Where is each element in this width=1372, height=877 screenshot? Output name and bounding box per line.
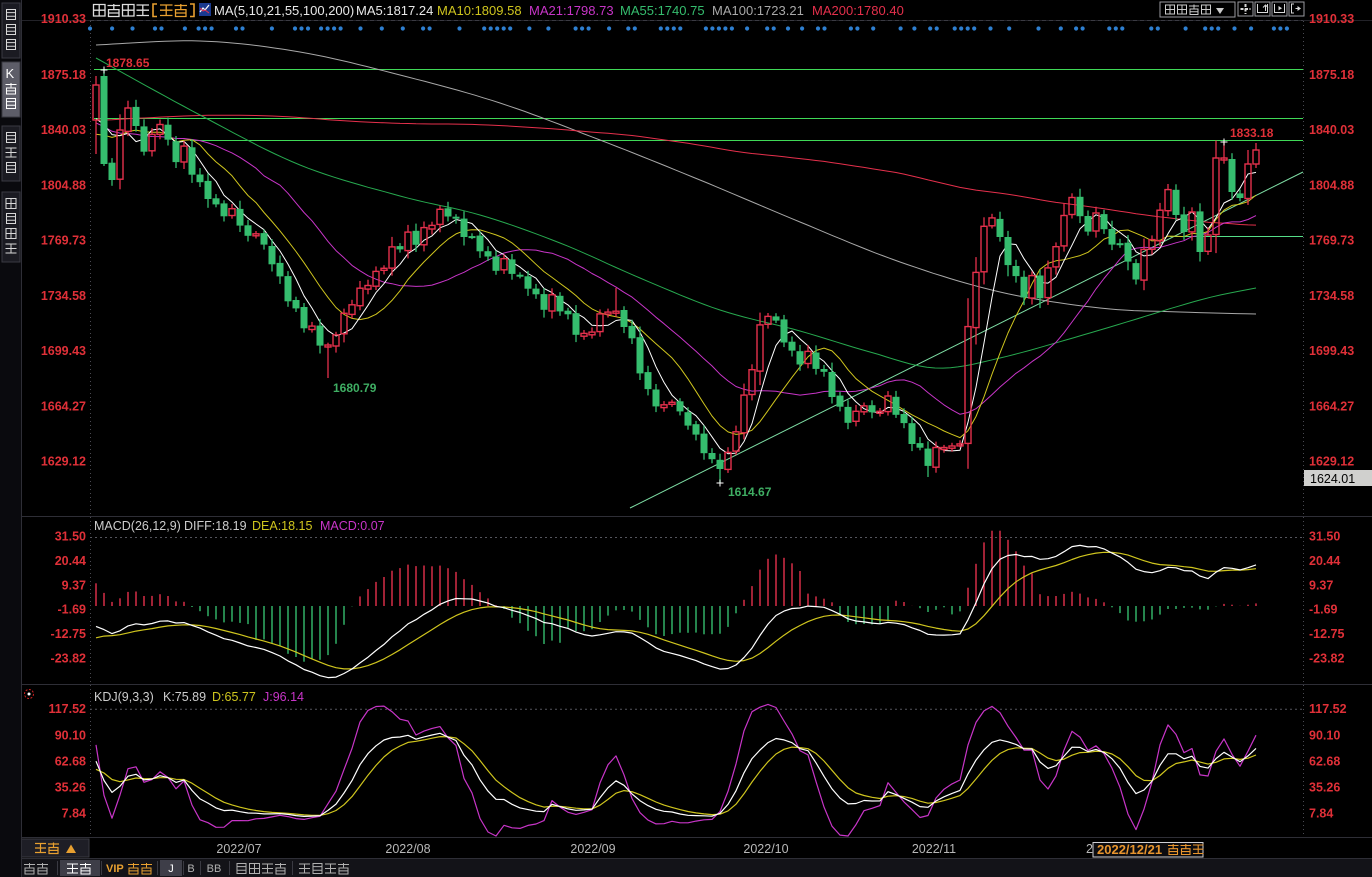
svg-text:MACD:0.07: MACD:0.07	[320, 519, 385, 533]
svg-text:1629.12: 1629.12	[1309, 455, 1354, 469]
svg-text:1680.79: 1680.79	[333, 381, 377, 395]
svg-text:1664.27: 1664.27	[41, 399, 86, 413]
svg-text:117.52: 117.52	[48, 702, 86, 716]
svg-text:2022/07: 2022/07	[216, 842, 261, 856]
svg-text:1734.58: 1734.58	[1309, 289, 1354, 303]
svg-text:K:75.89: K:75.89	[163, 690, 206, 704]
svg-text:DIFF:18.19: DIFF:18.19	[184, 519, 247, 533]
svg-text:MA200:1780.40: MA200:1780.40	[812, 3, 904, 18]
svg-text:K: K	[6, 66, 15, 81]
svg-text:VIP: VIP	[106, 863, 124, 875]
svg-text:2022/11: 2022/11	[912, 842, 956, 856]
svg-text:1804.88: 1804.88	[41, 178, 86, 192]
svg-text:1769.73: 1769.73	[1309, 234, 1354, 248]
svg-text:KDJ(9,3,3): KDJ(9,3,3)	[94, 690, 154, 704]
svg-text:MA100:1723.21: MA100:1723.21	[712, 3, 804, 18]
svg-text:35.26: 35.26	[55, 780, 86, 794]
svg-text:BB: BB	[207, 863, 222, 875]
svg-text:90.10: 90.10	[55, 728, 86, 742]
svg-text:2: 2	[1086, 842, 1093, 856]
svg-text:35.26: 35.26	[1309, 780, 1340, 794]
svg-text:2022/10: 2022/10	[743, 842, 788, 856]
svg-text:-12.75: -12.75	[1309, 627, 1344, 641]
svg-text:1840.03: 1840.03	[1309, 123, 1354, 137]
svg-text:1840.03: 1840.03	[41, 123, 86, 137]
svg-text:31.50: 31.50	[1309, 530, 1340, 544]
svg-text:-1.69: -1.69	[58, 603, 87, 617]
svg-text:62.68: 62.68	[1309, 754, 1340, 768]
svg-text:-23.82: -23.82	[1309, 651, 1344, 665]
svg-text:9.37: 9.37	[62, 578, 86, 592]
svg-text:MA21:1798.73: MA21:1798.73	[529, 3, 614, 18]
svg-text:DEA:18.15: DEA:18.15	[252, 519, 313, 533]
svg-text:62.68: 62.68	[55, 754, 86, 768]
svg-text:B: B	[187, 863, 194, 875]
svg-text:1878.65: 1878.65	[106, 56, 150, 70]
svg-text:1769.73: 1769.73	[41, 234, 86, 248]
svg-text:-23.82: -23.82	[51, 651, 86, 665]
svg-text:1734.58: 1734.58	[41, 289, 86, 303]
svg-text:7.84: 7.84	[1309, 807, 1333, 821]
svg-text:1699.43: 1699.43	[41, 344, 86, 358]
svg-text:1624.01: 1624.01	[1310, 472, 1355, 486]
svg-text:7.84: 7.84	[62, 807, 86, 821]
svg-text:2022/08: 2022/08	[385, 842, 430, 856]
svg-text:90.10: 90.10	[1309, 728, 1340, 742]
svg-text:MA55:1740.75: MA55:1740.75	[620, 3, 705, 18]
svg-text:20.44: 20.44	[1309, 554, 1340, 568]
svg-text:D:65.77: D:65.77	[212, 690, 256, 704]
svg-text:1833.18: 1833.18	[1230, 126, 1274, 140]
svg-text:31.50: 31.50	[55, 530, 86, 544]
svg-text:117.52: 117.52	[1309, 702, 1347, 716]
svg-text:J:96.14: J:96.14	[263, 690, 304, 704]
svg-text:1664.27: 1664.27	[1309, 399, 1354, 413]
svg-text:1629.12: 1629.12	[41, 455, 86, 469]
svg-text:MACD(26,12,9): MACD(26,12,9)	[94, 519, 181, 533]
svg-text:1614.67: 1614.67	[728, 485, 772, 499]
svg-text:MA5:1817.24: MA5:1817.24	[356, 3, 433, 18]
svg-text:1699.43: 1699.43	[1309, 344, 1354, 358]
svg-text:1875.18: 1875.18	[41, 68, 86, 82]
svg-text:1804.88: 1804.88	[1309, 178, 1354, 192]
svg-text:MA(5,10,21,55,100,200): MA(5,10,21,55,100,200)	[214, 3, 354, 18]
svg-text:1910.33: 1910.33	[1309, 12, 1354, 26]
svg-text:2022/09: 2022/09	[570, 842, 615, 856]
svg-text:MA10:1809.58: MA10:1809.58	[437, 3, 522, 18]
svg-text:20.44: 20.44	[55, 554, 86, 568]
svg-text:1910.33: 1910.33	[41, 12, 86, 26]
svg-text:-12.75: -12.75	[51, 627, 86, 641]
svg-text:9.37: 9.37	[1309, 578, 1333, 592]
svg-text:2022/12/21: 2022/12/21	[1097, 842, 1162, 857]
svg-text:-1.69: -1.69	[1309, 603, 1338, 617]
svg-text:J: J	[168, 863, 174, 875]
svg-text:1875.18: 1875.18	[1309, 68, 1354, 82]
